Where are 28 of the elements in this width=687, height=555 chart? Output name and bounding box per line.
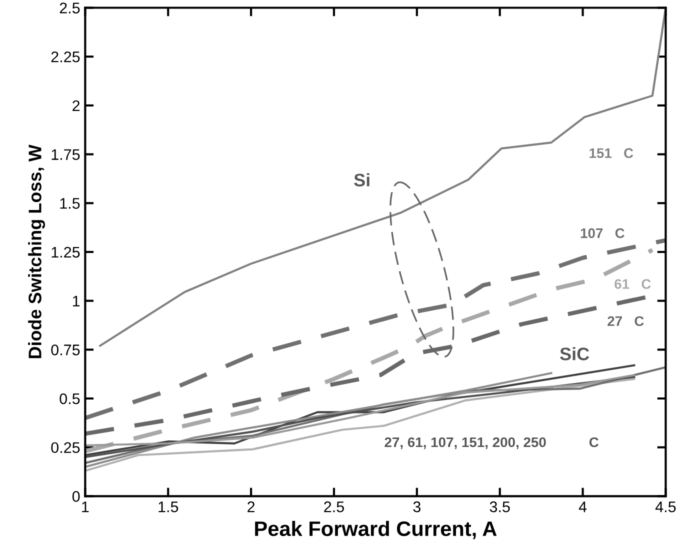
y-tick-label: 0.75 bbox=[51, 344, 80, 356]
series-label: 27 C bbox=[608, 316, 644, 326]
x-tick-label: 1.5 bbox=[158, 502, 178, 512]
x-tick-label: 1 bbox=[82, 502, 89, 512]
y-tick-label: 1.25 bbox=[52, 246, 80, 258]
y-tick-label: 2 bbox=[72, 100, 80, 111]
y-tick-label: 1.75 bbox=[52, 149, 80, 160]
y-tick-label: 0.5 bbox=[60, 393, 80, 404]
annotation: Si bbox=[354, 173, 370, 186]
annotation: SiC bbox=[560, 347, 590, 360]
series-label: 107 C bbox=[580, 228, 624, 238]
series-label: 61 C bbox=[614, 279, 651, 289]
y-axis-title: Diode Switching Loss, W bbox=[28, 144, 46, 358]
y-tick-label: 0 bbox=[72, 491, 80, 502]
x-axis-title: Peak Forward Current, A bbox=[255, 520, 497, 540]
x-tick-label: 2.5 bbox=[324, 501, 344, 512]
x-tick-label: 4 bbox=[578, 502, 587, 512]
y-tick-label: 2.25 bbox=[51, 51, 80, 62]
x-tick-label: 4.5 bbox=[655, 502, 676, 512]
y-tick-label: 1.5 bbox=[60, 198, 80, 209]
annotation: 27, 61, 107, 151, 200, 250 C bbox=[384, 437, 599, 450]
y-tick-label: 0.25 bbox=[51, 442, 80, 454]
y-tick-label: 2.5 bbox=[60, 2, 80, 14]
x-tick-label: 2 bbox=[248, 501, 255, 512]
series-label: 151 C bbox=[590, 148, 634, 158]
x-tick-label: 3.5 bbox=[490, 501, 510, 512]
y-tick-label: 1 bbox=[72, 296, 80, 306]
x-tick-label: 3 bbox=[413, 501, 420, 512]
